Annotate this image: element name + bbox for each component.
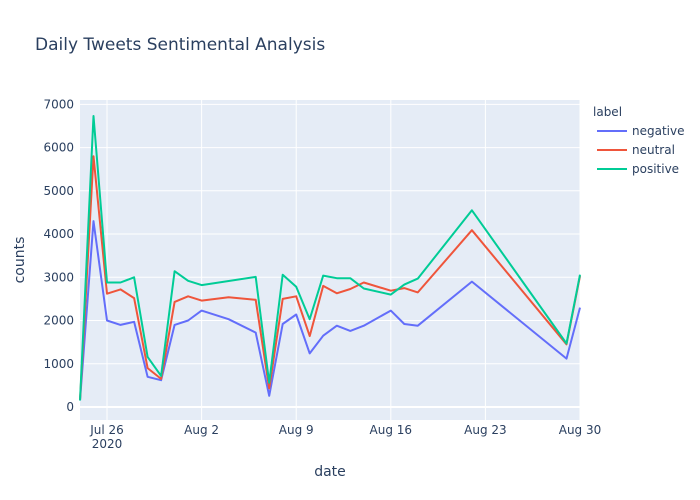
x-tick-label: Aug 30: [559, 423, 602, 437]
x-axis-title: date: [314, 464, 346, 480]
y-tick-label: 7000: [43, 97, 74, 111]
x-tick-label: Aug 2: [184, 423, 219, 437]
legend-item-neutral: neutral: [632, 143, 675, 157]
legend-title: label: [593, 105, 622, 119]
x-tick-label: Aug 23: [464, 423, 507, 437]
y-axis-ticks: 0 1000 2000 3000 4000 5000 6000 7000: [43, 97, 74, 414]
y-tick-label: 6000: [43, 141, 74, 155]
chart-title: Daily Tweets Sentimental Analysis: [35, 35, 325, 55]
legend: label negative neutral positive: [593, 105, 684, 176]
y-tick-label: 1000: [43, 357, 74, 371]
y-axis-title: counts: [12, 237, 28, 284]
grid: [80, 100, 581, 420]
legend-item-positive: positive: [632, 162, 679, 176]
legend-item-negative: negative: [632, 124, 684, 138]
y-tick-label: 0: [66, 400, 74, 414]
series-line-positive: [79, 115, 581, 401]
series-line-negative: [79, 220, 581, 401]
y-tick-label: 5000: [43, 184, 74, 198]
y-tick-label: 3000: [43, 270, 74, 284]
y-tick-label: 2000: [43, 314, 74, 328]
x-tick-label: Aug 16: [370, 423, 413, 437]
series-lines: [79, 115, 581, 401]
x-tick-label: Jul 26: [89, 423, 124, 437]
series-line-neutral: [79, 155, 581, 401]
x-tick-sublabel: 2020: [92, 437, 123, 451]
y-tick-label: 4000: [43, 227, 74, 241]
x-tick-label: Aug 9: [279, 423, 314, 437]
